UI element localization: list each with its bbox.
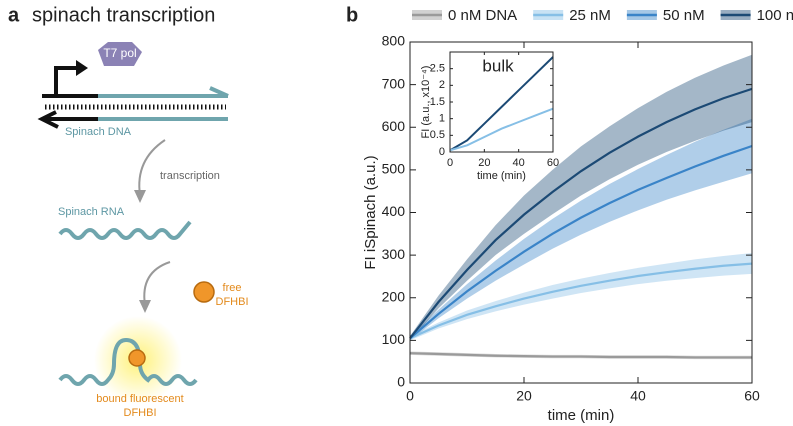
y-axis-label: FI iSpinach (a.u.) [362,155,379,269]
arrow [143,261,171,306]
y-tick-label: 0.5 [430,129,445,141]
series-line [449,107,554,152]
series-line [409,87,753,339]
legend-label: 50 nM [663,7,705,24]
y-tick-label: 300 [382,246,406,262]
panel-label: a [8,4,20,26]
bound-label: bound fluorescent [96,393,183,405]
y-tick-label: 1.5 [430,96,445,108]
arrow [138,139,166,196]
y-tick-label: 700 [382,75,406,91]
free-label: DFHBI [216,296,249,308]
y-axis-label: FI (a.u., x10⁻⁴) [420,66,432,139]
x-tick-label: 40 [630,388,646,404]
x-tick-label: 40 [513,157,525,169]
y-tick-label: 2 [439,79,445,91]
legend-label: 25 nM [569,7,611,24]
y-tick-label: 0 [439,146,445,158]
dna-label: Spinach DNA [65,126,132,138]
inset-title: bulk [482,56,514,75]
dna-diagram [37,42,229,129]
band [410,252,752,341]
series-line [409,144,753,340]
inset-background [450,52,553,152]
y-tick-label: 800 [382,33,406,49]
y-tick-label: 0 [397,374,405,390]
legend-label: 0 nM DNA [448,7,517,24]
x-tick-label: 20 [478,157,490,169]
bound-rna [58,337,198,386]
x-axis-label: time (min) [477,170,526,182]
free-label: free [223,282,242,294]
y-tick-label: 500 [382,161,406,177]
polymerase-label: T7 pol [103,46,136,60]
free-dye [193,281,215,303]
x-tick-label: 0 [447,157,453,169]
y-tick-label: 2.5 [430,63,445,75]
band [410,54,752,341]
y-tick-label: 1 [439,113,445,125]
x-tick-label: 0 [406,388,414,404]
legend-label: 100 nM [757,7,793,24]
y-tick-label: 400 [382,203,406,219]
rna-strand [58,220,192,240]
y-tick-label: 600 [382,118,406,134]
bound-label: DFHBI [124,407,157,419]
series-line [409,352,752,359]
panel-title: spinach transcription [32,4,215,26]
bound-dye [128,349,146,367]
x-axis-label: time (min) [548,407,615,424]
x-tick-label: 60 [744,388,760,404]
panel-label: b [346,4,358,26]
band [410,118,752,341]
rna-label: Spinach RNA [58,206,125,218]
arrowhead [139,300,151,313]
x-tick-label: 20 [516,388,532,404]
arrowhead [134,190,146,203]
series-line [449,56,554,152]
step-label: transcription [160,170,220,182]
series-line [409,262,753,340]
x-tick-label: 60 [547,157,559,169]
y-tick-label: 200 [382,288,406,304]
y-tick-label: 100 [382,331,406,347]
